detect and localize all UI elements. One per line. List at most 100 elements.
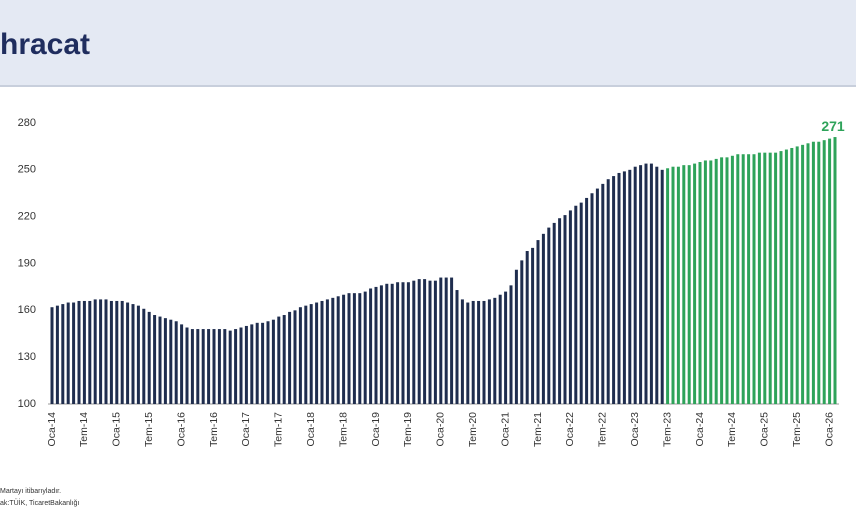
bar — [147, 311, 151, 404]
x-tick-label: Tem-24 — [726, 412, 738, 447]
bar — [477, 300, 481, 404]
bar — [741, 154, 745, 404]
bar — [412, 280, 416, 404]
x-tick-label: Tem-23 — [661, 412, 673, 447]
x-tick-label: Oca-20 — [435, 412, 447, 447]
y-tick-label: 220 — [18, 211, 36, 223]
bar — [72, 302, 76, 404]
bar — [806, 143, 810, 405]
y-tick-label: 100 — [18, 398, 36, 410]
bar — [363, 291, 367, 404]
bar — [223, 329, 227, 404]
bar — [261, 322, 265, 404]
x-tick-label: Tem-20 — [467, 412, 479, 447]
bar — [525, 251, 529, 404]
bar — [385, 283, 389, 404]
x-tick-label: Oca-16 — [175, 412, 187, 447]
bar — [207, 329, 211, 404]
bar — [115, 300, 119, 404]
bar — [131, 304, 135, 404]
y-tick-label: 280 — [18, 117, 36, 129]
bar — [541, 233, 545, 404]
bar — [828, 138, 832, 404]
bar — [50, 307, 54, 404]
bar — [169, 319, 173, 404]
bar — [568, 210, 572, 404]
bar — [104, 299, 108, 404]
bar — [558, 218, 562, 404]
bar — [644, 163, 648, 404]
bar — [201, 329, 205, 404]
bar — [428, 280, 432, 404]
bar — [493, 297, 497, 404]
bar — [779, 151, 783, 404]
bar — [61, 304, 65, 404]
bar — [325, 299, 329, 404]
bar — [536, 240, 540, 404]
bar — [450, 277, 454, 404]
bar — [390, 283, 394, 404]
x-tick-label: Tem-21 — [532, 412, 544, 447]
x-tick-label: Tem-16 — [208, 412, 220, 447]
y-tick-label: 130 — [18, 351, 36, 363]
x-tick-label: Oca-24 — [694, 412, 706, 447]
bar — [698, 162, 702, 404]
bar — [833, 137, 837, 405]
bar — [315, 302, 319, 404]
bar — [331, 297, 335, 404]
x-tick-label: Oca-18 — [305, 412, 317, 447]
bar — [196, 329, 200, 404]
bar — [401, 282, 405, 404]
value-label: 271 — [821, 118, 845, 134]
bar — [336, 296, 340, 404]
bar — [509, 285, 513, 404]
x-tick-label: Oca-25 — [759, 412, 771, 447]
bar — [590, 193, 594, 404]
y-tick-label: 250 — [18, 164, 36, 176]
bar — [752, 154, 756, 404]
bar — [563, 215, 567, 404]
bar — [266, 321, 270, 404]
bar — [628, 169, 632, 404]
bar — [109, 300, 113, 404]
x-tick-label: Tem-18 — [337, 412, 349, 447]
x-tick-label: Oca-17 — [240, 412, 252, 447]
bar — [774, 152, 778, 404]
bar — [730, 155, 734, 404]
bar — [174, 321, 178, 404]
bar — [250, 324, 254, 404]
bar — [396, 282, 400, 404]
bar — [714, 158, 718, 404]
bar — [531, 247, 535, 404]
x-tick-label: Oca-26 — [823, 412, 835, 447]
bar — [612, 176, 616, 404]
bar — [811, 141, 815, 404]
bar — [622, 171, 626, 404]
x-tick-label: Tem-19 — [402, 412, 414, 447]
bar — [676, 166, 680, 404]
x-tick-label: Oca-15 — [111, 412, 123, 447]
bar — [217, 329, 221, 404]
bar — [212, 329, 216, 404]
chart-title: hracat — [0, 28, 90, 61]
bar — [82, 300, 86, 404]
bar — [768, 152, 772, 404]
bar — [579, 202, 583, 404]
bar — [585, 197, 589, 404]
bar — [374, 286, 378, 404]
bar — [234, 329, 238, 404]
bar — [666, 168, 670, 404]
bar — [423, 279, 427, 404]
bar — [725, 157, 729, 404]
bar — [655, 166, 659, 404]
x-tick-label: Oca-14 — [46, 412, 58, 447]
bar — [633, 166, 637, 404]
bar — [142, 308, 146, 404]
bar — [379, 285, 383, 404]
x-tick-label: Tem-15 — [143, 412, 155, 447]
bar — [298, 307, 302, 404]
bar — [277, 316, 281, 404]
bar — [180, 324, 184, 404]
bar — [320, 300, 324, 404]
